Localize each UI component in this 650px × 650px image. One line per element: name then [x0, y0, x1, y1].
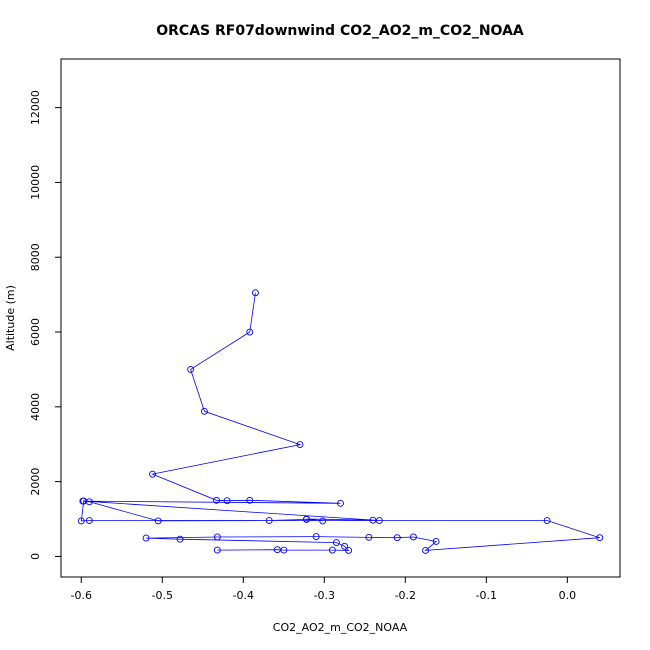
x-tick-label: -0.2: [395, 589, 416, 602]
y-tick-label: 8000: [29, 243, 42, 271]
data-point: [345, 546, 353, 554]
data-point: [200, 407, 208, 415]
data-point: [296, 441, 304, 449]
data-point: [213, 546, 221, 554]
data-point: [543, 517, 551, 524]
x-axis: -0.6 -0.5 -0.4 -0.3 -0.2 -0.1 0.0: [71, 577, 577, 602]
data-point: [223, 497, 231, 505]
y-tick-label: 0: [29, 553, 42, 560]
data-point: [337, 499, 344, 507]
data-point: [85, 517, 93, 524]
chart-title: ORCAS RF07downwind CO2_AO2_m_CO2_NOAA: [156, 23, 524, 39]
data-point: [409, 533, 417, 541]
data-point: [312, 533, 320, 541]
data-point: [375, 517, 383, 524]
data-point: [246, 328, 254, 336]
y-tick-label: 2000: [29, 468, 42, 496]
y-tick-label: 10000: [29, 165, 42, 200]
data-point: [149, 470, 156, 478]
data-point: [422, 546, 430, 554]
y-axis-label: Altitude (m): [4, 285, 17, 351]
data-point: [319, 517, 327, 525]
data-point: [213, 533, 221, 541]
data-point: [80, 497, 88, 505]
x-tick-label: -0.5: [152, 589, 173, 602]
data-point: [77, 517, 85, 525]
x-tick-label: -0.6: [71, 589, 92, 602]
x-tick-label: -0.1: [476, 589, 497, 602]
x-axis-label: CO2_AO2_m_CO2_NOAA: [273, 621, 408, 634]
x-tick-label: -0.3: [314, 589, 335, 602]
series-layer: [77, 289, 604, 554]
data-point: [273, 546, 281, 554]
data-point: [176, 535, 184, 543]
data-point: [142, 534, 150, 542]
data-point: [303, 515, 310, 523]
data-point: [246, 496, 254, 504]
data-point: [280, 546, 288, 554]
y-tick-label: 6000: [29, 318, 42, 346]
data-point: [154, 517, 162, 525]
y-axis: 0 2000 4000 6000 8000 10000 12000: [29, 90, 61, 560]
data-point: [596, 534, 604, 542]
data-point: [213, 496, 220, 504]
y-tick-label: 4000: [29, 393, 42, 421]
x-tick-label: -0.4: [233, 589, 254, 602]
data-point: [393, 534, 401, 542]
y-tick-label: 12000: [29, 90, 42, 125]
data-point: [251, 289, 259, 297]
data-point: [187, 365, 195, 373]
data-point: [265, 517, 273, 524]
plot-frame: [60, 58, 621, 578]
x-tick-label: 0.0: [559, 589, 577, 602]
data-point: [332, 539, 340, 547]
data-point: [328, 546, 336, 554]
data-point: [365, 533, 373, 541]
data-point: [341, 542, 349, 550]
series-line: [80, 292, 600, 551]
data-point: [369, 516, 377, 524]
data-point: [432, 538, 440, 545]
